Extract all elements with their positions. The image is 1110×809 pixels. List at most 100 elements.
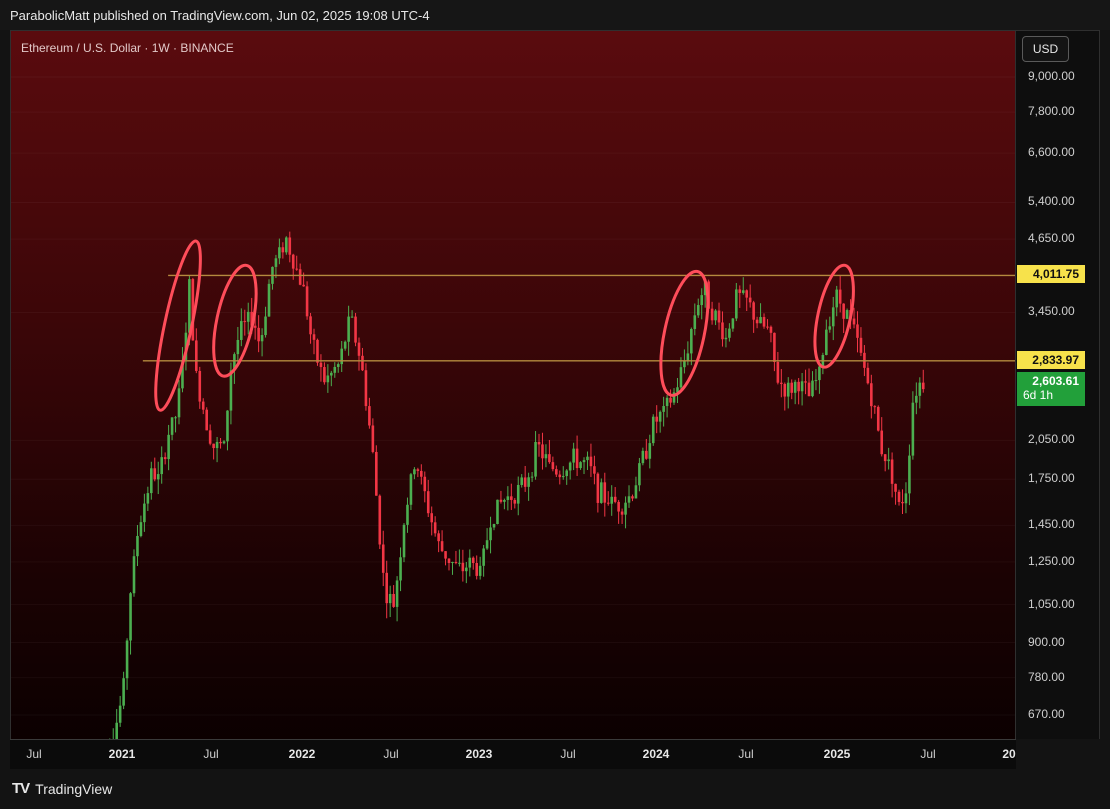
price-tick-label: 780.00	[1028, 669, 1065, 684]
candle-body	[437, 533, 440, 542]
candle-body	[586, 456, 589, 461]
candle-body	[641, 450, 645, 464]
candle-body	[658, 411, 662, 422]
candle-body	[475, 562, 479, 576]
candle-body	[523, 477, 527, 487]
candle-body	[783, 383, 787, 397]
time-tick-label: 2024	[642, 747, 670, 761]
candle-body	[627, 496, 631, 503]
candle-body	[731, 318, 735, 329]
candle-body	[191, 279, 195, 341]
candle-body	[454, 561, 458, 564]
candle-body	[350, 316, 354, 318]
candle-body	[548, 454, 551, 463]
candle-body	[793, 381, 797, 393]
chart-pane[interactable]: Ethereum / U.S. Dollar · 1W · BINANCE	[10, 30, 1016, 769]
candle-body	[752, 302, 755, 320]
price-tick-label: 670.00	[1028, 707, 1065, 721]
time-tick-label: Jul	[738, 747, 754, 761]
candle-body	[721, 322, 724, 340]
candle-body	[693, 315, 697, 329]
time-tick-label: Jul	[920, 747, 936, 761]
candle-body	[226, 410, 229, 442]
candle-body	[759, 317, 762, 324]
candle-body	[825, 329, 828, 355]
candle-body	[402, 524, 406, 558]
candle-body	[478, 565, 482, 576]
candle-body	[852, 318, 856, 325]
candle-body	[309, 316, 312, 335]
candle-body	[426, 491, 430, 514]
candle-body	[347, 316, 350, 342]
candle-body	[679, 367, 683, 388]
candle-body	[901, 501, 904, 504]
candle-body	[208, 430, 212, 444]
candle-body	[800, 381, 804, 392]
candle-body	[527, 477, 530, 487]
candle-body	[156, 474, 160, 480]
candle-body	[485, 540, 489, 549]
time-tick-label: Jul	[26, 747, 42, 761]
candle-body	[461, 562, 465, 572]
candle-body	[814, 380, 818, 382]
currency-button[interactable]: USD	[1022, 36, 1069, 62]
candle-body	[541, 444, 544, 459]
candle-body	[665, 397, 669, 407]
price-tick-label: 5,400.00	[1028, 194, 1075, 209]
time-axis[interactable]	[10, 739, 1016, 769]
candle-body	[170, 417, 174, 435]
candle-body	[420, 470, 423, 477]
candlestick-chart[interactable]	[11, 31, 1016, 740]
candle-body	[471, 557, 475, 563]
candle-body	[440, 541, 444, 552]
candle-body	[845, 310, 849, 319]
candle-body	[710, 308, 714, 321]
candle-body	[302, 284, 305, 287]
candle-body	[354, 316, 357, 343]
candle-body	[233, 354, 236, 371]
candle-body	[499, 499, 503, 502]
candle-body	[894, 483, 897, 492]
candle-body	[651, 416, 655, 444]
candle-body	[388, 593, 392, 604]
candle-body	[828, 326, 832, 330]
candle-body	[250, 311, 253, 326]
candle-body	[579, 462, 582, 469]
candle-body	[257, 327, 260, 342]
candle-body	[357, 342, 361, 356]
price-tick-label: 6,600.00	[1028, 145, 1075, 160]
candle-body	[326, 375, 330, 383]
candle-body	[174, 417, 177, 419]
candle-body	[873, 406, 877, 408]
candle-body	[413, 469, 416, 475]
price-tick-label: 7,800.00	[1028, 104, 1075, 119]
candle-body	[606, 502, 610, 504]
highlight-ellipse	[813, 263, 855, 369]
candle-body	[617, 501, 620, 512]
candle-body	[516, 484, 520, 504]
candle-body	[336, 364, 340, 367]
candle-body	[243, 321, 247, 323]
candle-body	[181, 359, 184, 389]
candle-body	[361, 355, 364, 371]
candle-body	[745, 290, 749, 298]
candle-body	[672, 392, 676, 403]
candle-body	[655, 416, 659, 422]
candle-body	[416, 469, 420, 471]
footer-branding: TV TradingView	[12, 780, 112, 797]
candle-body	[513, 499, 517, 504]
candle-body	[915, 395, 918, 403]
candle-body	[690, 328, 693, 354]
highlight-ellipse	[154, 239, 202, 412]
candle-body	[222, 441, 226, 444]
candle-body	[510, 496, 513, 500]
candle-body	[769, 326, 773, 333]
time-tick-label: Jul	[203, 747, 219, 761]
candle-body	[537, 441, 541, 445]
candle-body	[368, 406, 371, 426]
candle-body	[728, 328, 731, 338]
price-tick-label: 2,050.00	[1028, 432, 1075, 447]
candle-body	[565, 470, 569, 477]
candle-body	[918, 382, 922, 396]
candle-body	[378, 495, 382, 545]
